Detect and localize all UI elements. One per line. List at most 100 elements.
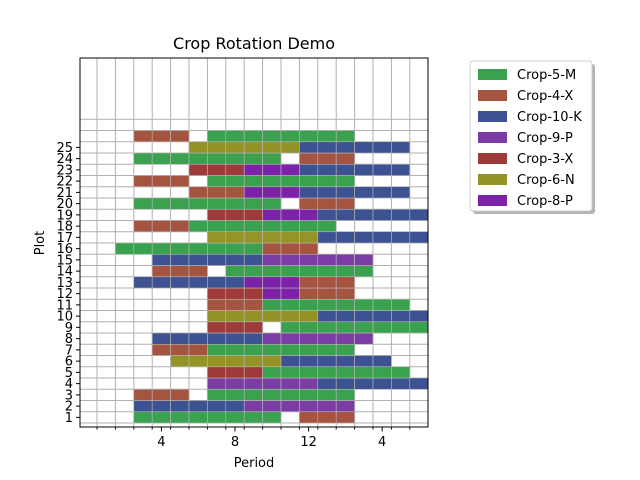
bar-cell-crop-10-k (335, 231, 355, 244)
bar-cell-crop-4-x (335, 276, 355, 289)
bar-cell-crop-9-p (354, 253, 374, 266)
bar-cell-crop-9-p (299, 400, 319, 413)
bar-cell-crop-10-k (299, 163, 319, 176)
bar-cell-crop-4-x (170, 343, 190, 356)
bar-cell-crop-5-m (243, 130, 263, 143)
bar-cell-crop-10-k (151, 253, 171, 266)
bar-cell-crop-6-n (225, 310, 245, 323)
bar-cell-crop-5-m (207, 130, 227, 143)
bar-cell-crop-9-p (262, 332, 282, 345)
bar-cell-crop-6-n (243, 310, 263, 323)
bar-cell-crop-5-m (225, 265, 245, 278)
bar-cell-crop-5-m (262, 298, 282, 311)
bar-cell-crop-5-m (262, 388, 282, 401)
bar-cell-crop-10-k (335, 377, 355, 390)
y-tick-label: 23 (56, 163, 73, 178)
bar-cell-crop-5-m (225, 152, 245, 165)
bar-cell-crop-6-n (299, 231, 319, 244)
bar-cell-crop-4-x (317, 197, 337, 210)
bar-cell-crop-5-m (243, 265, 263, 278)
bar-cell-crop-9-p (317, 332, 337, 345)
bar-cell-crop-9-p (207, 377, 227, 390)
bar-cell-crop-5-m (225, 130, 245, 143)
bar-cell-crop-4-x (188, 186, 208, 199)
bar-cell-crop-5-m (317, 366, 337, 379)
legend-swatch (478, 69, 507, 80)
bar-cell-crop-9-p (335, 332, 355, 345)
y-tick-label: 10 (56, 310, 73, 325)
x-tick-label: 4 (157, 435, 165, 450)
bar-cell-crop-5-m (299, 366, 319, 379)
bar-cell-crop-10-k (225, 332, 245, 345)
y-tick-label: 4 (65, 377, 73, 392)
y-tick-label: 17 (56, 231, 73, 246)
bar-cell-crop-5-m (225, 411, 245, 424)
bar-cell-crop-10-k (170, 253, 190, 266)
bar-cell-crop-5-m (170, 411, 190, 424)
bar-cell-crop-10-k (133, 400, 153, 413)
bar-cell-crop-5-m (151, 152, 171, 165)
bar-cell-crop-5-m (354, 298, 374, 311)
bar-cell-crop-4-x (225, 186, 245, 199)
bar-cell-crop-5-m (243, 343, 263, 356)
bar-cell-crop-10-k (372, 141, 392, 154)
legend-label: Crop-5-M (517, 68, 576, 83)
bar-cell-crop-10-k (409, 231, 429, 244)
bar-cell-crop-5-m (299, 130, 319, 143)
bar-cell-crop-6-n (225, 355, 245, 368)
bar-cell-crop-10-k (335, 141, 355, 154)
bar-cell-crop-5-m (243, 242, 263, 255)
bar-cell-crop-8-p (243, 186, 263, 199)
bar-cell-crop-5-m (299, 220, 319, 233)
bar-cell-crop-10-k (372, 310, 392, 323)
bar-cell-crop-5-m (188, 411, 208, 424)
bar-cell-crop-3-x (243, 366, 263, 379)
y-tick-label: 14 (56, 265, 73, 280)
bar-cell-crop-10-k (170, 332, 190, 345)
bar-cell-crop-5-m (262, 366, 282, 379)
bar-cell-crop-10-k (354, 231, 374, 244)
bar-cell-crop-5-m (280, 321, 300, 334)
bar-cell-crop-6-n (207, 231, 227, 244)
bar-cell-crop-10-k (409, 208, 429, 221)
bar-cell-crop-5-m (262, 152, 282, 165)
bar-cell-crop-4-x (133, 130, 153, 143)
bar-cell-crop-10-k (225, 400, 245, 413)
bar-cell-crop-10-k (170, 400, 190, 413)
bar-cell-crop-5-m (207, 220, 227, 233)
bar-cell-crop-4-x (262, 242, 282, 255)
bar-cell-crop-5-m (207, 152, 227, 165)
bar-cell-crop-5-m (188, 197, 208, 210)
y-tick-label: 2 (65, 400, 73, 415)
bar-cell-crop-4-x (335, 197, 355, 210)
bar-cell-crop-5-m (262, 265, 282, 278)
bar-cell-crop-5-m (372, 298, 392, 311)
bar-cell-crop-5-m (225, 220, 245, 233)
bar-cell-crop-10-k (317, 310, 337, 323)
bar-cell-crop-5-m (170, 152, 190, 165)
bar-cell-crop-5-m (262, 175, 282, 188)
bar-cell-crop-10-k (372, 231, 392, 244)
bar-cell-crop-10-k (335, 186, 355, 199)
bar-cell-crop-5-m (243, 388, 263, 401)
bar-cell-crop-5-m (335, 175, 355, 188)
bar-cell-crop-4-x (225, 298, 245, 311)
bar-cell-crop-4-x (280, 242, 300, 255)
x-tick-label: 8 (231, 435, 239, 450)
bar-cell-crop-5-m (243, 152, 263, 165)
bar-cell-crop-5-m (335, 298, 355, 311)
bar-cell-crop-5-m (188, 152, 208, 165)
bar-cell-crop-5-m (317, 220, 337, 233)
legend-label: Crop-4-X (517, 89, 573, 104)
bar-cell-crop-5-m (280, 130, 300, 143)
bar-cell-crop-8-p (262, 208, 282, 221)
bar-cell-crop-4-x (170, 220, 190, 233)
bar-cell-crop-5-m (317, 388, 337, 401)
bar-cell-crop-5-m (188, 242, 208, 255)
bar-cell-crop-5-m (335, 388, 355, 401)
y-tick-label: 5 (65, 366, 73, 381)
bar-cell-crop-4-x (151, 220, 171, 233)
bar-cell-crop-10-k (207, 332, 227, 345)
bar-cell-crop-4-x (151, 130, 171, 143)
bar-cell-crop-8-p (299, 208, 319, 221)
